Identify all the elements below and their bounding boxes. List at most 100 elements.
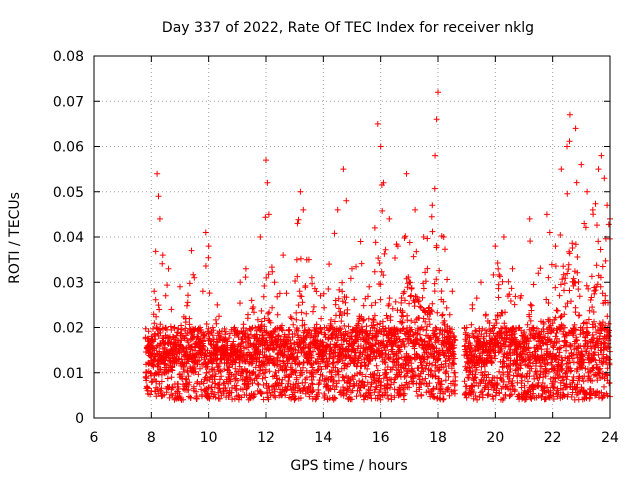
roti-point: [545, 300, 552, 306]
roti-peak-point: [558, 166, 565, 173]
roti-point: [491, 324, 498, 331]
roti-point: [431, 330, 438, 337]
roti-point: [508, 391, 515, 398]
roti-peak-point: [197, 324, 204, 331]
roti-point: [412, 319, 418, 326]
roti-point: [401, 390, 408, 397]
roti-point: [440, 364, 447, 371]
roti-point: [358, 260, 365, 267]
roti-point: [206, 290, 213, 297]
roti-point: [503, 328, 509, 335]
roti-point: [422, 269, 429, 276]
roti-peak-point: [546, 229, 553, 236]
roti-point: [266, 309, 273, 316]
roti-point: [441, 328, 448, 335]
roti-point: [227, 375, 233, 382]
roti-point: [308, 354, 315, 361]
roti-point: [561, 324, 568, 331]
roti-point: [408, 360, 415, 367]
roti-point: [499, 278, 506, 285]
roti-point: [186, 280, 193, 287]
roti-peak-point: [265, 211, 272, 218]
roti-point: [452, 369, 458, 376]
roti-point: [527, 317, 534, 324]
roti-point: [291, 330, 298, 337]
roti-point: [248, 331, 254, 338]
roti-peak-point: [165, 265, 172, 272]
roti-point: [415, 365, 422, 372]
roti-point: [265, 271, 272, 278]
roti-point: [433, 242, 440, 249]
roti-point: [527, 359, 534, 366]
roti-point: [334, 359, 340, 366]
roti-point: [472, 374, 479, 381]
roti-point: [353, 263, 359, 270]
roti-point: [563, 339, 570, 346]
roti-point: [214, 364, 221, 371]
roti-point: [530, 281, 537, 288]
roti-point: [374, 337, 380, 344]
roti-point: [399, 319, 406, 326]
x-tick-label: 10: [200, 430, 218, 446]
roti-peak-point: [145, 360, 152, 367]
roti-point: [295, 380, 302, 387]
data-points: [142, 89, 613, 403]
roti-point: [335, 377, 342, 384]
roti-point: [414, 330, 421, 337]
roti-point: [494, 374, 501, 381]
roti-point: [302, 284, 309, 291]
roti-peak-point: [294, 220, 301, 227]
roti-peak-point: [326, 261, 333, 268]
roti-point: [154, 386, 161, 393]
roti-point: [332, 395, 339, 402]
roti-point: [255, 372, 262, 378]
roti-point: [314, 367, 321, 374]
roti-point: [422, 318, 429, 325]
roti-point: [430, 344, 437, 351]
roti-point: [558, 361, 565, 368]
roti-point: [446, 392, 453, 399]
roti-point: [306, 385, 313, 391]
roti-point: [271, 388, 278, 395]
roti-point: [318, 366, 325, 373]
roti-point: [598, 347, 605, 354]
roti-point: [382, 347, 389, 354]
roti-point: [157, 388, 164, 395]
roti-point: [185, 339, 192, 346]
roti-point: [405, 274, 412, 281]
roti-point: [580, 356, 587, 363]
roti-point: [339, 279, 346, 286]
roti-point: [221, 325, 228, 332]
roti-peak-point: [142, 374, 149, 381]
roti-point: [606, 379, 613, 386]
roti-point: [466, 349, 473, 356]
roti-point: [485, 391, 492, 398]
roti-point: [508, 332, 515, 339]
roti-point: [446, 325, 453, 332]
roti-point: [449, 326, 455, 333]
roti-point: [295, 302, 302, 309]
roti-point: [298, 309, 305, 316]
roti-point: [571, 327, 578, 333]
roti-point: [310, 303, 317, 310]
roti-point: [261, 315, 268, 322]
roti-point: [163, 389, 170, 396]
roti-point: [307, 334, 314, 341]
roti-peak-point: [440, 234, 447, 240]
roti-point: [573, 326, 579, 333]
roti-point: [314, 337, 321, 344]
roti-point: [492, 355, 499, 362]
roti-point: [315, 381, 322, 388]
roti-point: [538, 394, 545, 401]
roti-point: [383, 369, 390, 376]
roti-point: [374, 367, 381, 374]
roti-point: [554, 307, 561, 314]
roti-point: [417, 359, 424, 366]
roti-point: [381, 358, 388, 365]
roti-point: [451, 355, 458, 362]
roti-peak-point: [171, 324, 178, 331]
roti-point: [400, 365, 407, 371]
roti-point: [365, 293, 371, 300]
roti-point: [538, 346, 545, 353]
roti-point: [283, 290, 290, 297]
